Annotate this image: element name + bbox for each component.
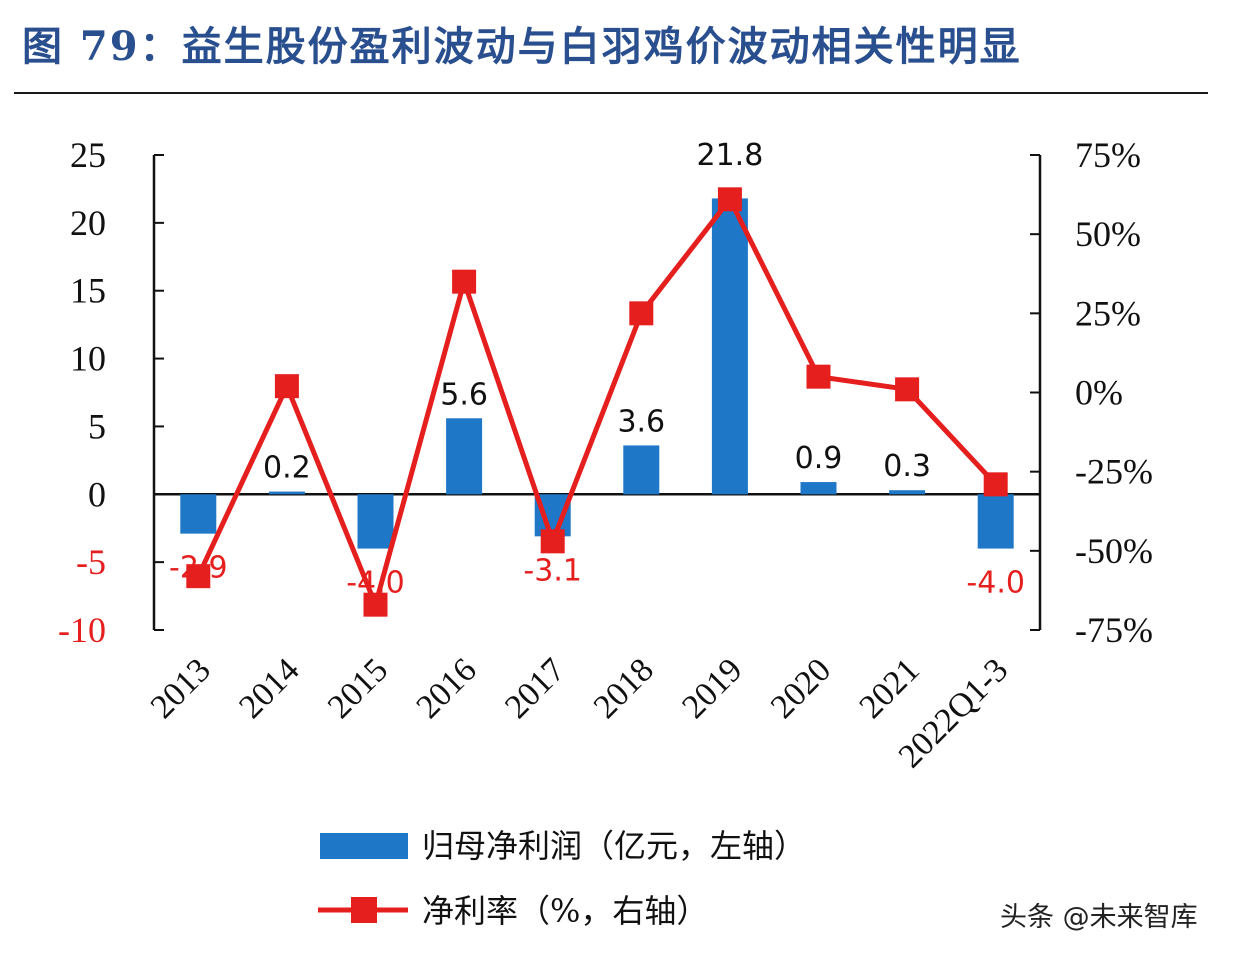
line-marker (717, 187, 742, 212)
data-labels: -2.9 0.2 -4.0 5.6 -3.1 3.6 21.8 0.9 0.3 -4.0 (169, 138, 1025, 601)
left-axis-tick-label: 25 (70, 135, 106, 175)
x-axis-tick-label: 2013 (144, 651, 218, 725)
line-marker (452, 269, 477, 294)
line-series (186, 187, 1008, 617)
left-axis-tick-label: 10 (70, 339, 106, 379)
bar (446, 418, 483, 495)
right-axis-tick-label: 25% (1075, 293, 1141, 333)
legend: 归母净利润（亿元，左轴） 净利率（%，右轴） (318, 827, 806, 930)
x-axis-tick-label: 2016 (410, 651, 484, 725)
bar-data-label: -3.1 (523, 553, 582, 588)
left-axis-tick-label: 0 (88, 474, 106, 514)
left-axis-tick-label: 15 (70, 271, 106, 311)
bar-data-label: 0.2 (263, 451, 311, 486)
bar (268, 491, 305, 495)
right-axis-tick-label: 75% (1075, 135, 1141, 175)
right-axis-tick-label: 50% (1075, 214, 1141, 254)
chart-title: 图 79：益生股份盈利波动与白羽鸡价波动相关性明显 (22, 23, 1022, 70)
legend-bar-swatch (320, 833, 408, 859)
bar (977, 494, 1014, 549)
bar (357, 494, 394, 549)
left-axis-tick-label: -10 (58, 610, 106, 650)
bar-data-label: 21.8 (697, 138, 764, 173)
line-marker (363, 592, 388, 617)
right-axis-tick-label: -50% (1075, 531, 1153, 571)
title-divider (14, 92, 1208, 94)
line-marker (540, 529, 565, 554)
legend-bar-label: 归母净利润（亿元，左轴） (422, 827, 806, 865)
line-marker (983, 472, 1008, 497)
line-marker (629, 301, 654, 326)
legend-line-label: 净利率（%，右轴） (422, 892, 708, 930)
right-axis-tick-label: 0% (1075, 373, 1123, 413)
legend-line-marker (351, 897, 377, 923)
bar-data-label: -2.9 (169, 551, 228, 586)
x-axis-tick-label: 2017 (498, 651, 572, 725)
line-marker (895, 377, 920, 402)
net-margin-line (196, 196, 998, 608)
line-marker (806, 364, 831, 389)
bar (623, 445, 660, 495)
x-axis-tick-label: 2015 (321, 651, 395, 725)
right-axis-tick-label: -75% (1075, 610, 1153, 650)
bar-series (180, 198, 1014, 549)
chart-axes: 2520151050-5-1075%50%25%0%-25%-50%-75%20… (58, 135, 1153, 775)
line-marker (274, 374, 299, 399)
bar (800, 482, 837, 495)
bar (180, 494, 217, 534)
x-axis-tick-label: 2020 (764, 651, 838, 725)
bar-data-label: 0.3 (883, 449, 931, 484)
watermark: 头条 @未来智库 (1000, 902, 1198, 933)
bar-data-label: -4.0 (966, 566, 1025, 601)
bar (711, 198, 748, 495)
bar-data-label: 0.9 (795, 441, 843, 476)
left-axis-tick-label: 20 (70, 203, 106, 243)
bar (889, 490, 926, 495)
left-axis-tick-label: 5 (88, 406, 106, 446)
x-axis-tick-label: 2018 (587, 651, 661, 725)
bar-data-label: -4.0 (346, 566, 405, 601)
right-axis-tick-label: -25% (1075, 452, 1153, 492)
bar-data-label: 5.6 (440, 377, 488, 412)
left-axis-tick-label: -5 (76, 542, 106, 582)
x-axis-tick-label: 2021 (853, 651, 927, 725)
x-axis-tick-label: 2019 (675, 651, 749, 725)
line-marker (186, 564, 211, 589)
x-axis-tick-label: 2014 (232, 651, 306, 725)
bar-data-label: 3.6 (617, 404, 665, 439)
